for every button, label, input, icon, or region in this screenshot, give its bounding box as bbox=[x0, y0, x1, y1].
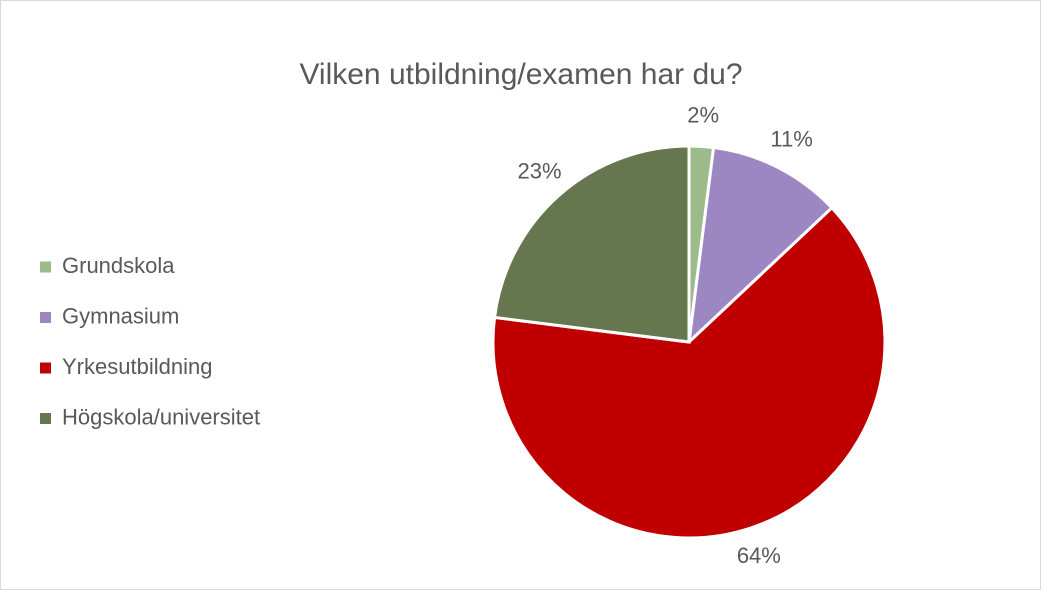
chart-title: Vilken utbildning/examen har du? bbox=[299, 58, 742, 91]
legend-label: Gymnasium bbox=[62, 303, 179, 328]
legend-swatch bbox=[40, 413, 51, 424]
legend-swatch bbox=[40, 312, 51, 323]
data-label: 11% bbox=[770, 126, 812, 151]
pie-slice bbox=[686, 145, 834, 346]
pie-slice bbox=[492, 144, 691, 344]
legend-swatch bbox=[40, 362, 51, 374]
data-label: 23% bbox=[518, 158, 562, 183]
data-label: 2% bbox=[687, 102, 719, 127]
data-label: 64% bbox=[737, 543, 781, 568]
pie-slice bbox=[491, 205, 887, 540]
legend-label: Grundskola bbox=[62, 253, 175, 278]
legend-label: Yrkesutbildning bbox=[62, 354, 212, 379]
legend-swatch bbox=[40, 261, 51, 273]
legend-label: Högskola/universitet bbox=[62, 404, 260, 429]
